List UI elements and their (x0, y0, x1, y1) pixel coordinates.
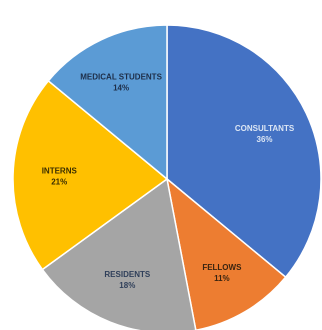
slice-label-fellows: FELLOWS 11% (202, 263, 242, 283)
slice-category-text: FELLOWS (202, 263, 242, 272)
pie-slice-residents (41, 177, 197, 330)
slice-label-medical-students: MEDICAL STUDENTS 14% (80, 72, 162, 92)
slice-category-text: RESIDENTS (104, 270, 150, 279)
slice-category-text: MEDICAL STUDENTS (80, 72, 162, 81)
slice-percent-text: 21% (51, 178, 67, 187)
pie-slice-fellows (165, 177, 287, 330)
slice-category-text: CONSULTANTS (235, 124, 295, 133)
slice-label-residents: RESIDENTS 18% (104, 270, 150, 290)
slice-label-interns: INTERNS 21% (42, 167, 78, 187)
slice-category-text: INTERNS (42, 167, 78, 176)
pie-slice-medical-students (47, 24, 168, 181)
pie-slice-interns (12, 79, 169, 271)
pie-slices (12, 24, 322, 330)
slice-percent-text: 18% (119, 281, 135, 290)
slice-percent-text: 36% (257, 135, 273, 144)
pie-labels: CONSULTANTS 36% FELLOWS 11% RESIDENTS 18% INTE… (42, 72, 295, 290)
slice-percent-text: 11% (214, 274, 230, 283)
pie-slice-consultants (166, 24, 322, 279)
slice-label-consultants: CONSULTANTS 36% (235, 124, 295, 144)
slice-percent-text: 14% (113, 83, 129, 92)
